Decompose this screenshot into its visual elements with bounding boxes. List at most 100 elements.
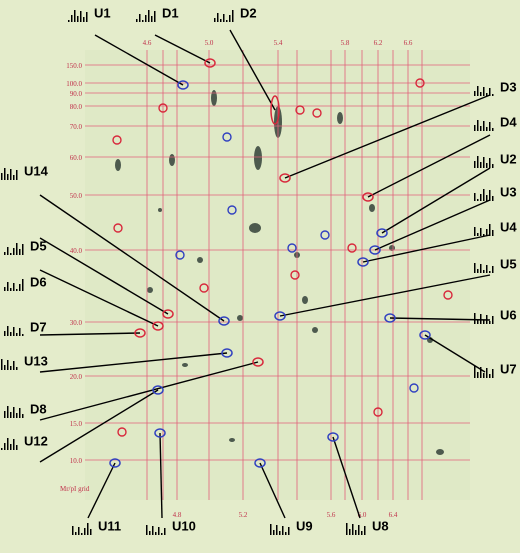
- gel-spot: [158, 208, 162, 212]
- profile-bar: [477, 372, 479, 378]
- profile-bar: [276, 525, 278, 535]
- profile-bar: [477, 86, 479, 96]
- profile-bar: [87, 523, 89, 535]
- profile-bar: [486, 195, 488, 201]
- spot-marker: [373, 407, 383, 417]
- profile-bar: [492, 369, 494, 378]
- profile-bar: [10, 169, 12, 180]
- spot-label: U5: [500, 256, 517, 271]
- profile-bar: [16, 289, 18, 291]
- profile-bar: [13, 248, 15, 255]
- profile-bar: [474, 227, 476, 236]
- bottom-tick-label: 6.4: [389, 511, 398, 519]
- profile-bar: [86, 12, 88, 22]
- profile-bar: [4, 168, 6, 180]
- gel-spot: [249, 223, 261, 233]
- spot-label: U12: [24, 433, 48, 448]
- profile-bar: [155, 532, 157, 535]
- profile-bar: [474, 366, 476, 378]
- profile-bar: [142, 20, 144, 22]
- profile-bar: [477, 319, 479, 324]
- spot-label: U3: [500, 184, 517, 199]
- spot-label: U13: [24, 353, 48, 368]
- profile-bar: [492, 266, 494, 273]
- grid-caption: Mr/pI grid: [60, 485, 90, 493]
- profile-bar: [10, 253, 12, 255]
- profile-bar: [83, 17, 85, 22]
- profile-bar: [7, 438, 9, 450]
- spot-label: U1: [94, 5, 111, 20]
- profile-bar: [486, 163, 488, 168]
- left-tick-label: 10.0: [70, 457, 83, 465]
- profile-bar: [232, 10, 234, 22]
- profile-bar: [136, 19, 138, 22]
- leader-line: [39, 237, 169, 315]
- profile-bar: [164, 528, 166, 535]
- top-tick-label: 6.6: [404, 39, 413, 47]
- spot-marker: [109, 458, 121, 468]
- profile-bar: [364, 526, 366, 535]
- profile-bar: [483, 189, 485, 201]
- profile-bar: [13, 407, 15, 418]
- spot-marker: [443, 290, 453, 300]
- profile-bar: [152, 526, 154, 535]
- spot-marker: [347, 243, 357, 253]
- profile-bar: [22, 279, 24, 291]
- profile-bar: [7, 282, 9, 291]
- profile-bar: [492, 230, 494, 236]
- profile-bar: [285, 532, 287, 535]
- profile-bar: [474, 263, 476, 273]
- spot-marker: [177, 80, 189, 90]
- profile-bar: [19, 249, 21, 255]
- profile-bar: [151, 16, 153, 22]
- spot-label: D4: [500, 114, 517, 129]
- profile-bar: [489, 158, 491, 168]
- profile-bar: [22, 414, 24, 418]
- spot-label: D8: [30, 401, 47, 416]
- leader-line: [284, 94, 491, 179]
- spot-marker: [270, 95, 280, 125]
- spot-label: U2: [500, 151, 517, 166]
- profile-bar: [13, 175, 15, 180]
- spot-label: U9: [296, 518, 313, 533]
- profile-bar: [489, 122, 491, 131]
- spot-marker: [320, 230, 330, 240]
- bottom-tick-label: 6.0: [358, 511, 367, 519]
- spot-label: D3: [500, 79, 517, 94]
- profile-bar: [214, 18, 216, 22]
- profile-bar: [492, 94, 494, 96]
- profile-bar: [474, 125, 476, 131]
- profile-bar: [477, 233, 479, 236]
- profile-bar: [483, 87, 485, 96]
- profile-bar: [4, 287, 6, 291]
- profile-bar: [349, 529, 351, 535]
- spot-marker: [290, 270, 300, 280]
- spot-marker: [376, 228, 388, 238]
- profile-bar: [10, 288, 12, 291]
- left-tick-label: 60.0: [70, 154, 83, 162]
- profile-bar: [7, 326, 9, 336]
- profile-bar: [74, 10, 76, 22]
- profile-bar: [480, 126, 482, 131]
- gel-spot: [337, 112, 343, 124]
- spot-marker: [419, 330, 431, 340]
- gel-spot: [436, 449, 444, 455]
- spot-marker: [221, 348, 233, 358]
- spot-marker: [362, 192, 374, 202]
- spot-label: D5: [30, 238, 47, 253]
- spot-label: U8: [372, 518, 389, 533]
- profile-bar: [4, 252, 6, 255]
- profile-bar: [486, 93, 488, 96]
- spot-marker: [252, 357, 264, 367]
- spot-label: D1: [162, 5, 179, 20]
- leader-line: [39, 389, 159, 463]
- gel-spot: [147, 287, 153, 293]
- profile-bar: [81, 533, 83, 535]
- spot-marker: [199, 283, 209, 293]
- spot-label: U14: [24, 163, 49, 178]
- left-tick-label: 20.0: [70, 373, 83, 381]
- leader-line: [229, 29, 276, 111]
- spot-label: U10: [172, 518, 196, 533]
- profile-bar: [483, 121, 485, 131]
